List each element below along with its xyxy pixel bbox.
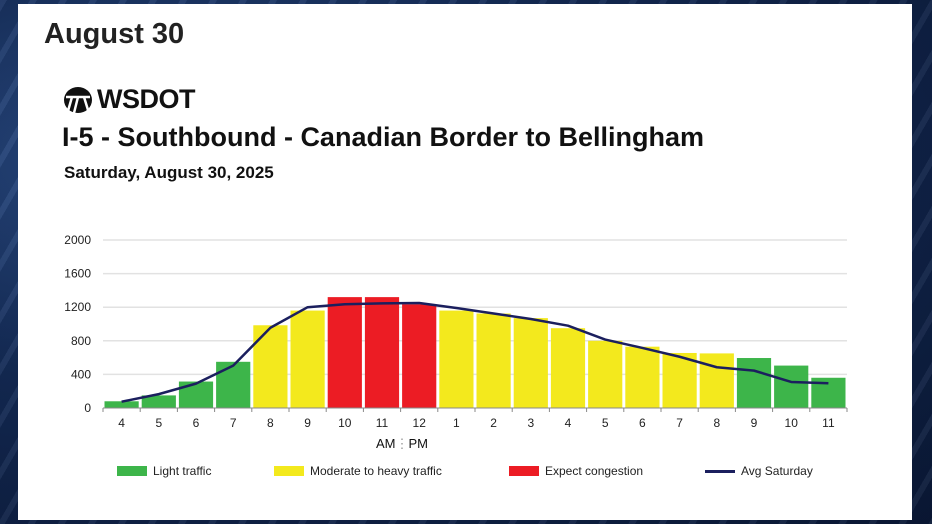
am-label: AM [376,436,396,451]
x-tick-label: 6 [193,416,200,430]
bar [513,318,548,408]
legend-label: Avg Saturday [741,464,813,478]
bar [662,352,697,408]
chart-card [18,4,912,520]
pm-label: PM [408,436,429,451]
bar [774,365,809,408]
bar [625,346,660,408]
bar [476,313,511,408]
bar [104,401,139,408]
x-tick-label: 12 [413,416,427,430]
headline: August 30 [44,18,185,50]
bar [402,304,437,408]
x-tick-label: 8 [713,416,720,430]
x-tick-label: 8 [267,416,274,430]
x-tick-label: 1 [453,416,460,430]
x-tick-label: 11 [822,416,835,430]
avg-saturday-line [121,301,829,403]
x-tick-label: 7 [676,416,683,430]
y-tick-label: 800 [71,334,91,348]
bar [736,358,772,408]
bar [178,381,214,408]
legend-swatch-moderate [274,466,304,476]
x-tick-label: 5 [602,416,609,430]
x-tick-label: 6 [639,416,646,430]
x-tick-label: 11 [376,416,389,430]
y-tick-label: 1200 [64,300,91,314]
bar [588,340,623,408]
wsdot-emblem-icon [64,86,92,113]
bar [216,361,251,408]
legend-label: Light traffic [153,464,212,478]
am-pm-marker: AM⋮PM [376,436,429,451]
x-tick-label: 9 [304,416,311,430]
x-tick-label: 4 [565,416,572,430]
x-tick-label: 7 [230,416,237,430]
chart-title: I-5 - Southbound - Canadian Border to Be… [62,122,704,152]
bar [699,353,734,408]
y-tick-label: 2000 [64,233,91,247]
legend-moderate: Moderate to heavy traffic [274,464,442,478]
x-tick-label: 10 [785,416,799,430]
legend-avg: Avg Saturday [705,464,813,478]
x-tick-label: 2 [490,416,497,430]
y-tick-label: 0 [84,401,91,415]
legend-swatch-light [117,466,147,476]
wsdot-logo: WSDOT [63,84,196,115]
bar [290,310,325,408]
legend-light: Light traffic [117,464,211,478]
bar [141,395,176,408]
y-tick-label: 400 [71,367,91,381]
x-tick-label: 4 [118,416,125,430]
bar [327,297,362,408]
logo-text: WSDOT [97,84,196,114]
y-tick-label: 1600 [64,267,91,281]
x-tick-label: 9 [751,416,758,430]
x-tick-label: 10 [338,416,352,430]
bar [364,297,400,408]
legend-swatch-congestion [509,466,539,476]
chart-subtitle: Saturday, August 30, 2025 [64,163,274,182]
bar [439,310,474,408]
x-tick-label: 5 [155,416,162,430]
bar [253,325,288,408]
legend-line-avg [705,469,735,473]
legend-congestion: Expect congestion [509,464,643,478]
legend-label: Moderate to heavy traffic [310,464,442,478]
legend-label: Expect congestion [545,464,644,478]
x-tick-label: 3 [527,416,534,430]
bar [550,328,586,408]
